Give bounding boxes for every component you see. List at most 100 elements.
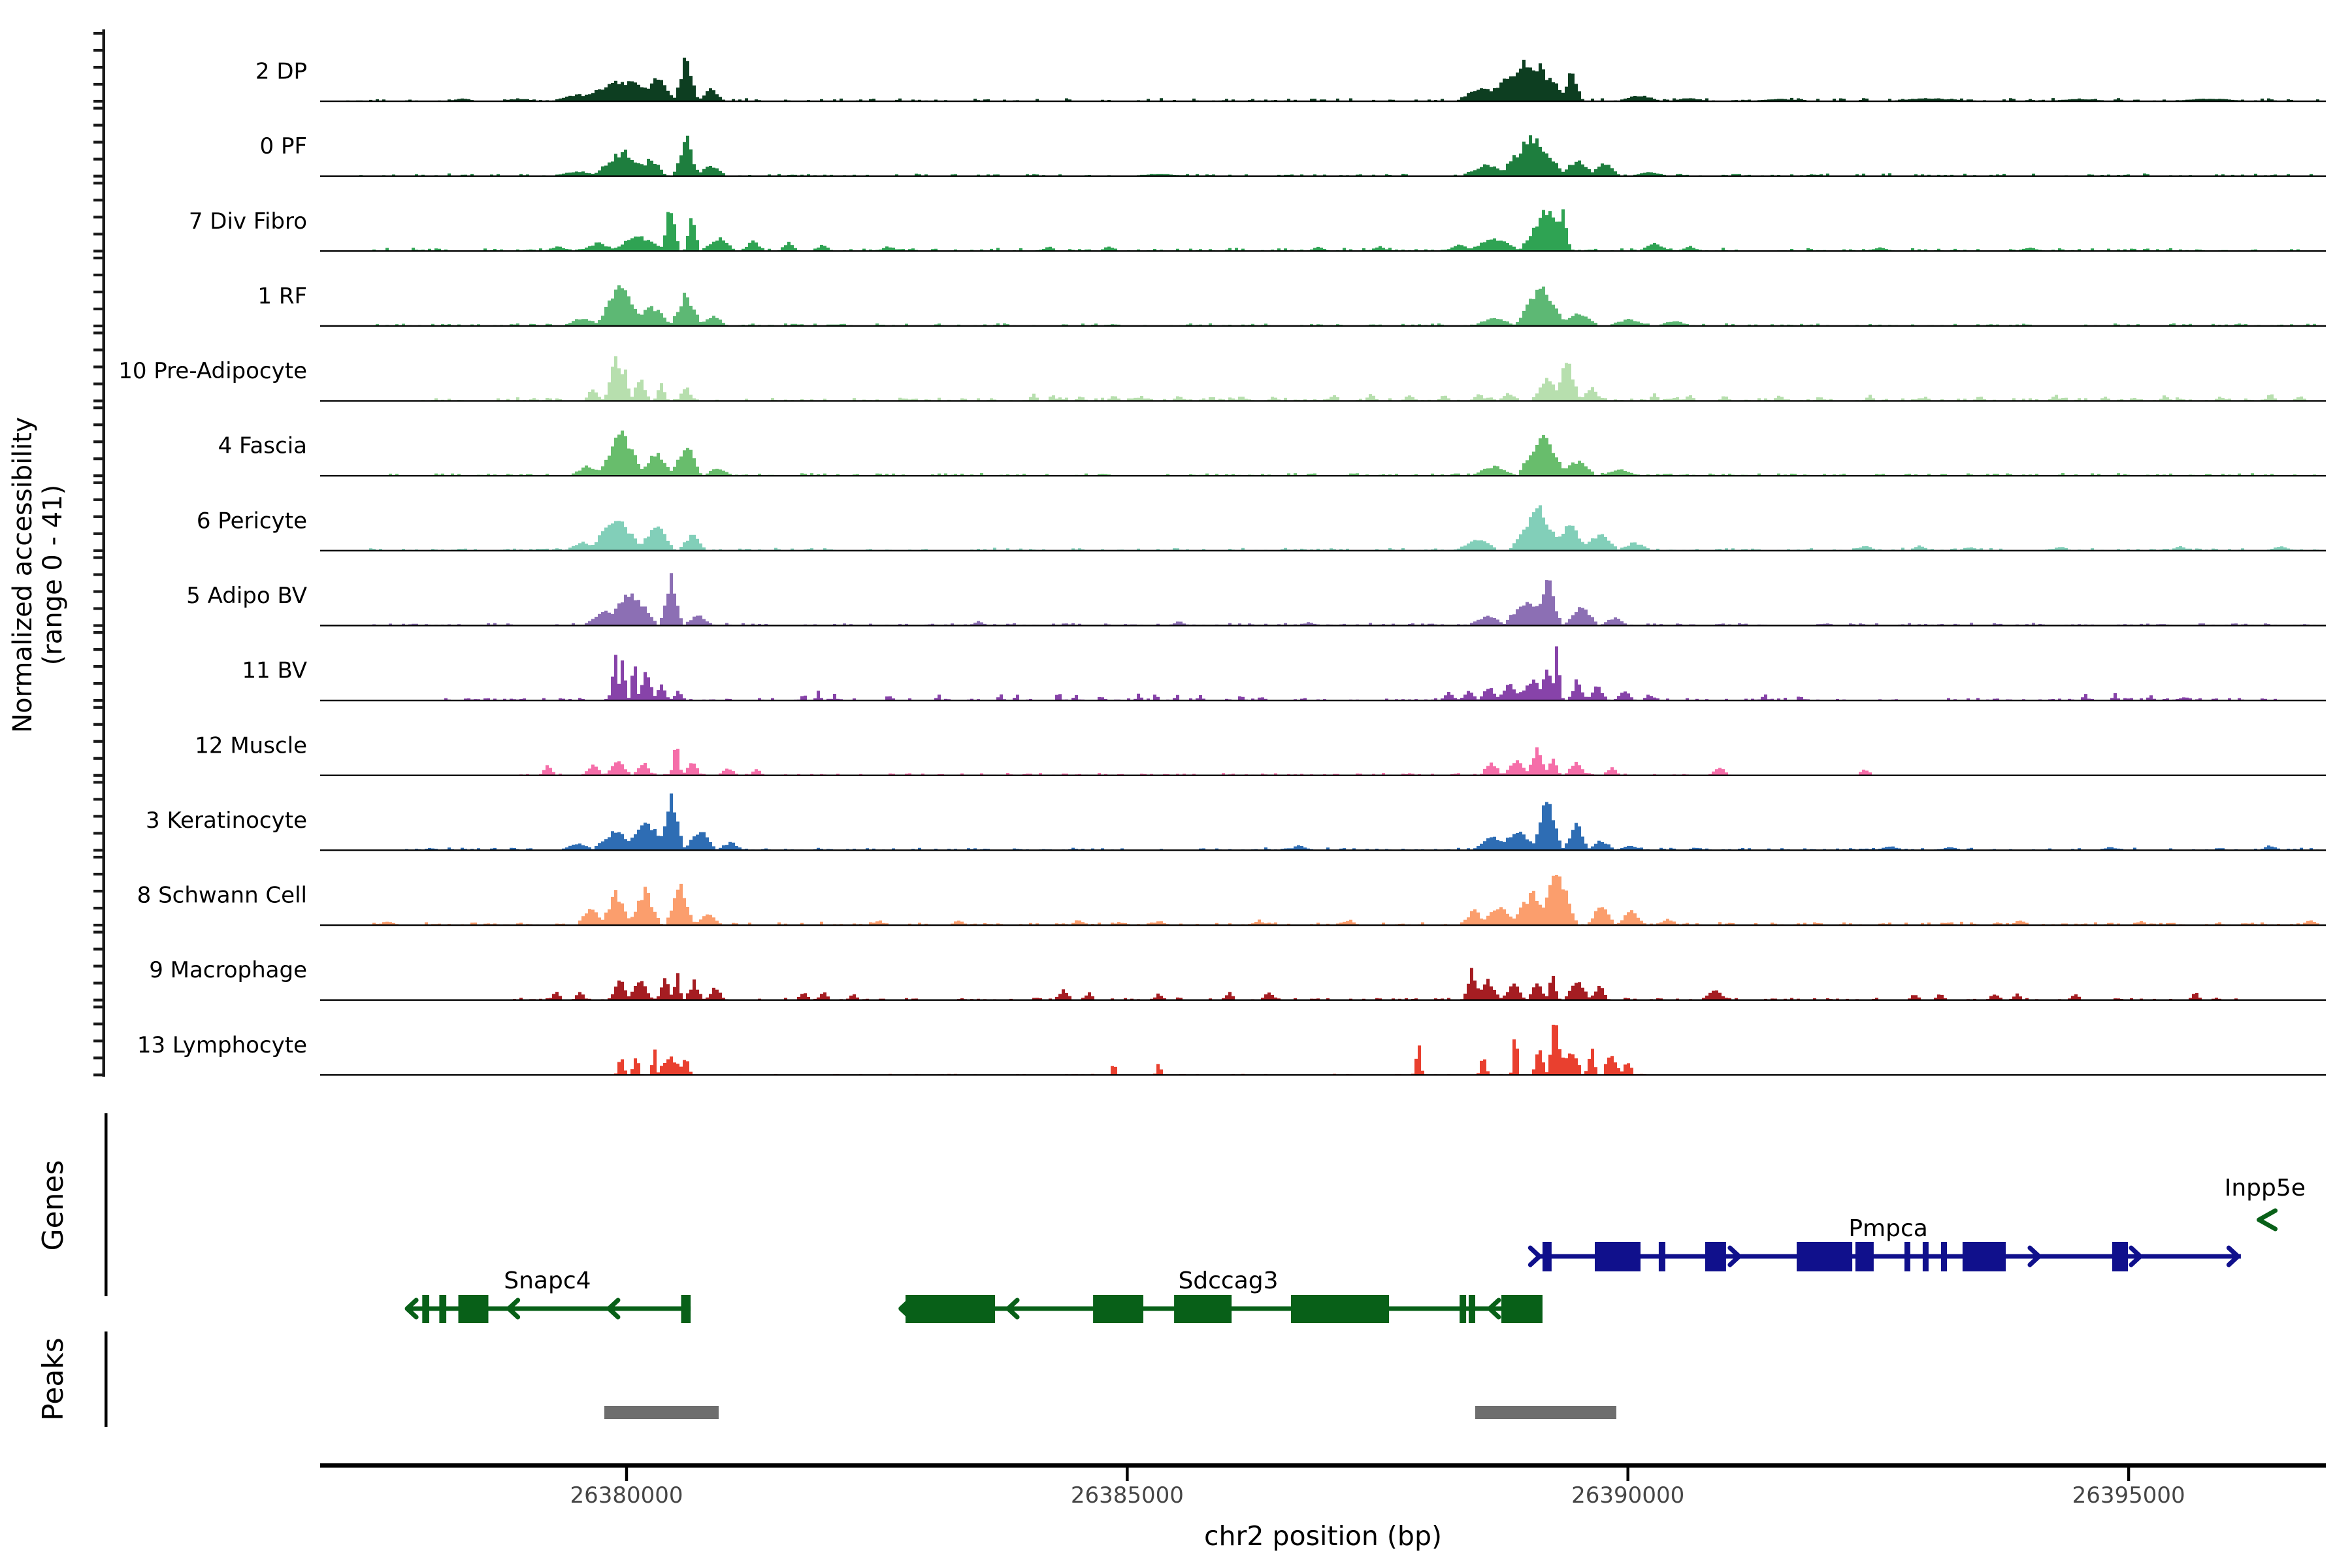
- y-ruler-tick: [93, 199, 103, 202]
- gene-exon: [1705, 1242, 1726, 1271]
- y-ruler-tick: [93, 889, 103, 893]
- y-ruler-tick: [93, 930, 103, 934]
- y-ruler-tick: [93, 740, 103, 743]
- y-ruler-tick: [93, 556, 103, 559]
- gene-annotations: Snapc4 Sdccag3 Pmpca Inpp5e: [404, 1175, 2306, 1323]
- y-ruler-tick: [93, 331, 103, 335]
- y-ruler-tick: [93, 798, 103, 801]
- y-ruler-tick: [93, 106, 103, 110]
- signal-area: [320, 356, 2326, 401]
- track-label: 0 PF: [260, 133, 308, 159]
- peak-region-bar: [1475, 1406, 1616, 1419]
- y-ruler-tick: [93, 182, 103, 185]
- y-ruler-tick: [93, 307, 103, 310]
- gene-exon: [1174, 1295, 1232, 1323]
- y-ruler-tick: [93, 774, 103, 777]
- x-axis-tick-label: 26380000: [570, 1482, 683, 1509]
- gene-strand-arrow: [1527, 1245, 1542, 1267]
- track-baseline: [320, 999, 2326, 1001]
- track-baseline: [320, 849, 2326, 851]
- gene-exon: [1460, 1295, 1467, 1323]
- genes-section-bracket: [105, 1113, 108, 1296]
- y-ruler-tick: [93, 872, 103, 876]
- gene-strand-arrow: [1626, 1245, 1640, 1267]
- y-ruler-tick: [93, 216, 103, 219]
- track-label: 8 Schwann Cell: [137, 883, 307, 909]
- y-ruler-tick: [93, 549, 103, 552]
- y-ruler-tick: [93, 99, 103, 103]
- gene-strand-arrow: [1005, 1298, 1020, 1320]
- y-ruler-tick: [93, 65, 103, 69]
- peaks-section-bracket: [105, 1331, 108, 1427]
- track-baseline: [320, 250, 2326, 252]
- y-ruler-tick: [93, 1056, 103, 1060]
- gene-strand-arrow: [898, 1298, 913, 1320]
- y-ruler-line: [102, 29, 105, 1077]
- signal-area: [320, 431, 2326, 476]
- gene-strand-arrow: [404, 1298, 419, 1320]
- y-axis-label-line2: (range 0 - 41): [38, 485, 68, 665]
- signal-area: [320, 135, 2326, 176]
- y-ruler-tick: [93, 1039, 103, 1043]
- gene-exon: [1595, 1242, 1641, 1271]
- y-ruler-tick: [93, 815, 103, 818]
- track-label: 10 Pre-Adipocyte: [118, 358, 307, 384]
- x-axis-line: [320, 1463, 2326, 1468]
- gene-strand-arrow: [2226, 1245, 2240, 1267]
- gene-exon: [1922, 1242, 1929, 1271]
- y-ruler-tick: [93, 631, 103, 634]
- y-ruler-tick: [93, 849, 103, 852]
- track-baseline: [320, 549, 2326, 552]
- signal-area: [320, 793, 2326, 851]
- x-axis-tick: [1126, 1467, 1129, 1481]
- gene-body-line: [406, 1306, 691, 1311]
- gene-label: Pmpca: [1848, 1215, 1927, 1242]
- gene-exon: [1904, 1242, 1910, 1271]
- genes-section-label: Genes: [37, 1160, 70, 1250]
- y-ruler-tick: [93, 923, 103, 927]
- y-ruler-tick: [93, 590, 103, 593]
- y-ruler-tick: [93, 423, 103, 427]
- track-label: 6 Pericyte: [197, 508, 307, 534]
- y-ruler-tick: [93, 440, 103, 444]
- y-ruler-tick: [93, 399, 103, 402]
- y-ruler-tick: [93, 82, 103, 86]
- track-label: 5 Adipo BV: [186, 583, 307, 609]
- y-ruler-tick: [93, 964, 103, 968]
- gene-exon: [1291, 1295, 1390, 1323]
- gene-exon: [906, 1295, 995, 1323]
- y-ruler-tick: [93, 498, 103, 501]
- gene-exon: [1658, 1242, 1665, 1271]
- y-ruler-tick: [93, 481, 103, 484]
- x-axis: 26380000 26385000 26390000 26395000: [320, 1463, 2326, 1509]
- gene-strand-arrow: [1487, 1298, 1501, 1320]
- signal-area: [320, 57, 2326, 101]
- gene-strand-arrow: [606, 1298, 621, 1320]
- y-ruler-tick: [93, 515, 103, 518]
- gene-exon: [681, 1295, 691, 1323]
- track-label: 11 BV: [242, 658, 307, 684]
- y-ruler-tick: [93, 48, 103, 52]
- y-ruler-tick: [93, 781, 103, 784]
- gene-exon: [1962, 1242, 2006, 1271]
- y-ruler-tick: [93, 256, 103, 259]
- gene-strand-arrow: [2027, 1245, 2042, 1267]
- gene-strand-arrow: [1727, 1245, 1742, 1267]
- track-baseline: [320, 625, 2326, 627]
- track-label: 9 Macrophage: [149, 957, 307, 983]
- y-ruler-tick: [93, 1005, 103, 1009]
- gene-exon: [1543, 1242, 1552, 1271]
- gene-exon: [422, 1295, 429, 1323]
- track-label: 2 DP: [255, 59, 307, 85]
- signal-area: [320, 747, 2326, 776]
- track-baseline: [320, 475, 2326, 477]
- x-axis-tick-label: 26390000: [1571, 1482, 1684, 1509]
- track-baseline: [320, 325, 2326, 327]
- gene-body-line: [1539, 1254, 2241, 1259]
- signal-tracks: 2 DP 0 PF 7 Div Fibro 1 RF 10 Pre-Adipocyte 4…: [118, 57, 2326, 1076]
- gene-exon: [458, 1295, 489, 1323]
- signal-area: [320, 968, 2326, 1000]
- gene-exon: [1855, 1242, 1874, 1271]
- peak-region-bar: [604, 1406, 719, 1419]
